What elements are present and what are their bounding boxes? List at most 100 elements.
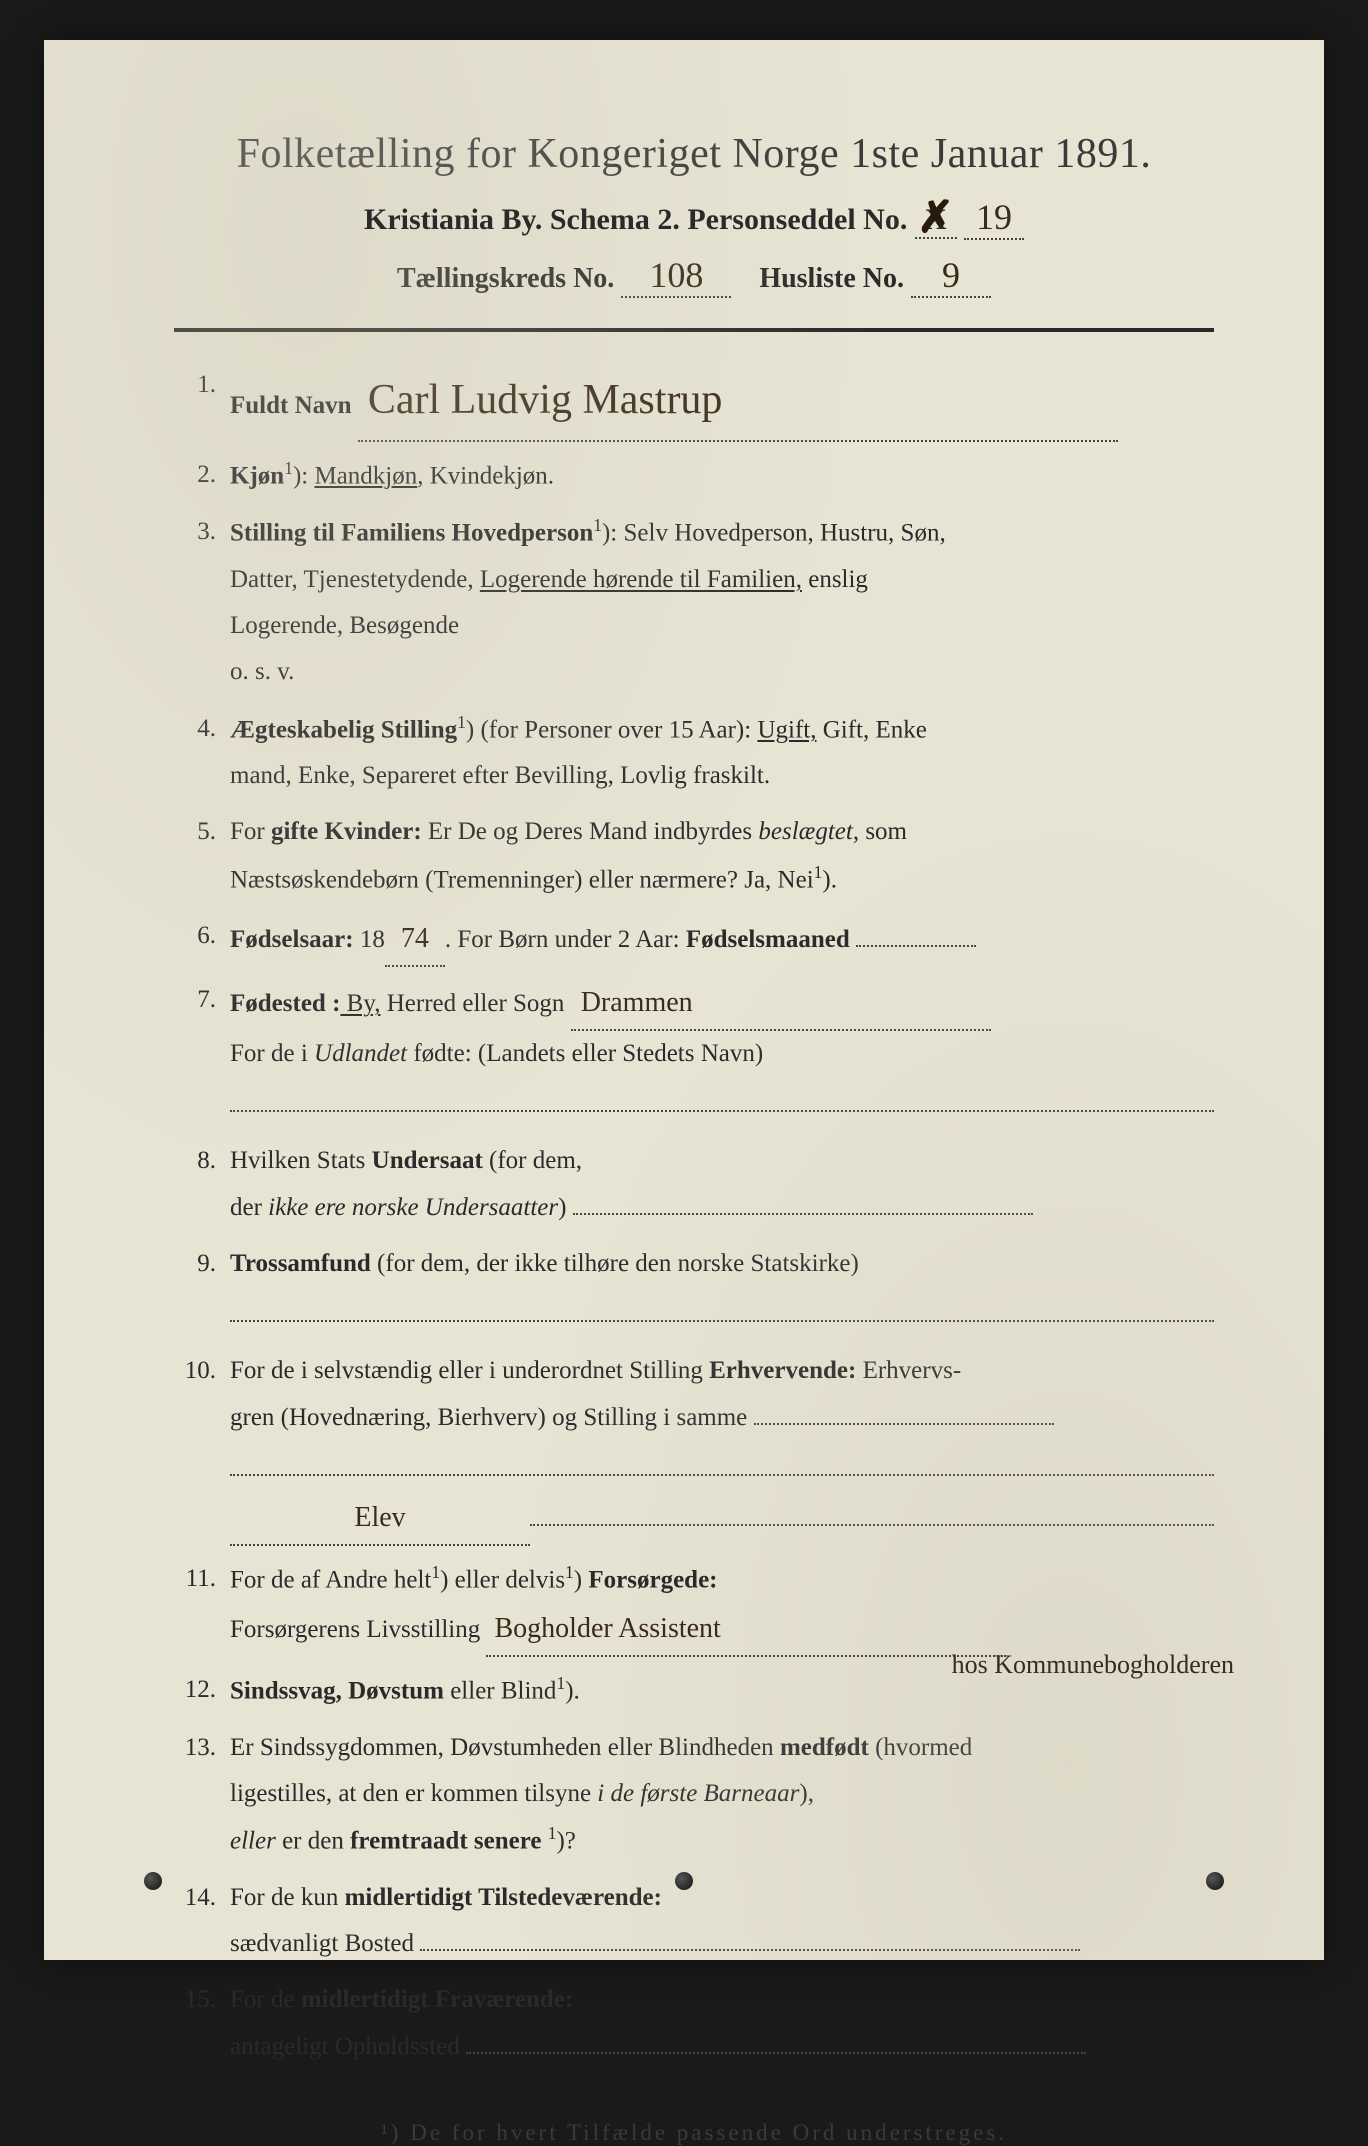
item-9: 9. Trossamfund (for dem, der ikke tilhør…	[174, 1241, 1214, 1339]
q13-l3d: )?	[556, 1828, 575, 1855]
q8-l1c: (for dem,	[483, 1147, 582, 1174]
q5-l1d: beslægtet	[758, 818, 852, 845]
item-5: 5. For gifte Kvinder: Er De og Deres Man…	[174, 809, 1214, 903]
husliste-label: Husliste No.	[759, 263, 904, 294]
q10-l2: gren (Hovednæring, Bierhverv) og Stillin…	[230, 1404, 747, 1431]
num-6: 6.	[174, 913, 230, 967]
q15-l1a: For de	[230, 1986, 301, 2013]
q6-dots	[856, 945, 976, 947]
q6-label: Fødselsaar:	[230, 926, 354, 953]
husliste-no: 9	[911, 254, 991, 298]
q8-l1b: Undersaat	[372, 1147, 483, 1174]
q11-l1a: For de af Andre helt	[230, 1566, 431, 1593]
q15-l1b: midlertidigt Fraværende:	[301, 1986, 573, 2013]
q6-prefix: 18	[354, 926, 385, 953]
pin-icon	[144, 1872, 162, 1890]
q5-l1c: Er De og Deres Mand indbyrdes	[422, 818, 759, 845]
q6-year: 74	[385, 913, 445, 967]
q11-l2: Forsørgerens Livsstilling	[230, 1616, 480, 1643]
kreds-label: Tællingskreds No.	[397, 263, 614, 294]
title-sub-prefix: Kristiania By. Schema 2. Personseddel No…	[364, 203, 907, 236]
q4-ul: Ugift,	[757, 716, 816, 743]
form-items: 1. Fuldt Navn Carl Ludvig Mastrup 2. Kjø…	[174, 362, 1214, 2070]
item-1: 1. Fuldt Navn Carl Ludvig Mastrup	[174, 362, 1214, 442]
q15-l2: antageligt Opholdssted	[230, 2033, 460, 2060]
q3-l2ul: Logerende hørende til Familien,	[480, 566, 802, 593]
personseddel-no: 19	[964, 196, 1024, 240]
item-13: 13. Er Sindssygdommen, Døvstumheden elle…	[174, 1725, 1214, 1865]
q7-l2c: fødte: (Landets eller Stedets Navn)	[407, 1040, 763, 1067]
num-4: 4.	[174, 706, 230, 800]
q8-dots	[573, 1213, 1033, 1215]
num-3: 3.	[174, 509, 230, 695]
q1-value: Carl Ludvig Mastrup	[368, 362, 723, 440]
q11-l1b: ) eller delvis	[440, 1566, 565, 1593]
item-11: 11. For de af Andre helt1) eller delvis1…	[174, 1556, 1214, 1657]
num-15: 15.	[174, 1977, 230, 2070]
q11-l1d: Forsørgede:	[588, 1566, 717, 1593]
q10-l1c: Erhvervs-	[856, 1357, 961, 1384]
num-9: 9.	[174, 1241, 230, 1339]
q9-rest: (for dem, der ikke tilhøre den norske St…	[371, 1250, 859, 1277]
q5-l1b: gifte Kvinder:	[271, 818, 422, 845]
q11-v1: Bogholder Assistent	[494, 1613, 720, 1644]
q3-l4: o. s. v.	[230, 658, 294, 685]
num-8: 8.	[174, 1138, 230, 1231]
item-3: 3. Stilling til Familiens Hovedperson1):…	[174, 509, 1214, 695]
q4-l1c: Gift, Enke	[816, 716, 926, 743]
item-10: 10. For de i selvstændig eller i underor…	[174, 1348, 1214, 1546]
item-14: 14. For de kun midlertidigt Tilstedevære…	[174, 1875, 1214, 1968]
kreds-no: 108	[621, 254, 731, 298]
q14-l1b: midlertidigt Tilstedeværende:	[345, 1884, 662, 1911]
q7-ul: By,	[340, 990, 380, 1017]
item-8: 8. Hvilken Stats Undersaat (for dem, der…	[174, 1138, 1214, 1231]
q5-l1e: , som	[853, 818, 907, 845]
q10-l1b: Erhvervende:	[709, 1357, 856, 1384]
q12-rest: eller Blind	[444, 1678, 556, 1705]
q7-dots	[230, 1077, 1214, 1112]
footnote: ¹) De for hvert Tilfælde passende Ord un…	[174, 2120, 1214, 2146]
q3-l1a: Stilling til Familiens Hovedperson	[230, 520, 593, 547]
q13-l1b: medfødt	[780, 1734, 869, 1761]
q12-sup: 1	[556, 1673, 565, 1693]
q11-v2: hos Kommunebogholderen	[952, 1641, 1234, 1689]
pin-icon	[1206, 1872, 1224, 1890]
q2-opt-ul: Mandkjøn	[314, 462, 417, 489]
q2-label: Kjøn	[230, 462, 284, 489]
q10-dots3	[530, 1524, 1214, 1526]
q10-dots1	[754, 1423, 1054, 1425]
census-page: Folketælling for Kongeriget Norge 1ste J…	[44, 40, 1324, 1960]
title-main: Folketælling for Kongeriget Norge 1ste J…	[174, 130, 1214, 178]
q2-rest: ):	[293, 462, 315, 489]
q3-l2b: enslig	[802, 566, 868, 593]
num-12: 12.	[174, 1667, 230, 1715]
q9-label: Trossamfund	[230, 1250, 371, 1277]
divider	[174, 328, 1214, 332]
q5-l2b: ).	[822, 866, 837, 893]
q13-l2b: i de første Barneaar	[597, 1780, 799, 1807]
num-11: 11.	[174, 1556, 230, 1657]
q7-rest: Herred eller Sogn	[380, 990, 564, 1017]
q13-l3c: fremtraadt senere	[350, 1828, 541, 1855]
q7-l2b: Udlandet	[314, 1040, 407, 1067]
q3-l2a: Datter, Tjenestetydende,	[230, 566, 480, 593]
q10-dots2	[230, 1441, 1214, 1476]
q7-label: Fødested :	[230, 990, 340, 1017]
q1-label: Fuldt Navn	[230, 392, 352, 419]
title-line3: Tællingskreds No. 108 Husliste No. 9	[174, 254, 1214, 298]
item-4: 4. Ægteskabelig Stilling1) (for Personer…	[174, 706, 1214, 800]
q2-opt-rest: , Kvindekjøn.	[417, 462, 554, 489]
item-15: 15. For de midlertidigt Fraværende: anta…	[174, 1977, 1214, 2070]
q8-l2a: der	[230, 1194, 268, 1221]
q4-l1a: Ægteskabelig Stilling	[230, 716, 457, 743]
q13-l3b: er den	[276, 1828, 350, 1855]
q13-l2c: ),	[799, 1780, 814, 1807]
q7-l2a: For de i	[230, 1040, 314, 1067]
q9-dots	[230, 1287, 1214, 1322]
q3-l1b: ): Selv Hovedperson, Hustru, Søn,	[602, 520, 946, 547]
q15-dots	[466, 2052, 1086, 2054]
q12-end: ).	[565, 1678, 580, 1705]
q8-l2b: ikke ere norske Undersaatter	[268, 1194, 558, 1221]
q14-l1a: For de kun	[230, 1884, 345, 1911]
q6-restb: Fødselsmaaned	[686, 926, 850, 953]
